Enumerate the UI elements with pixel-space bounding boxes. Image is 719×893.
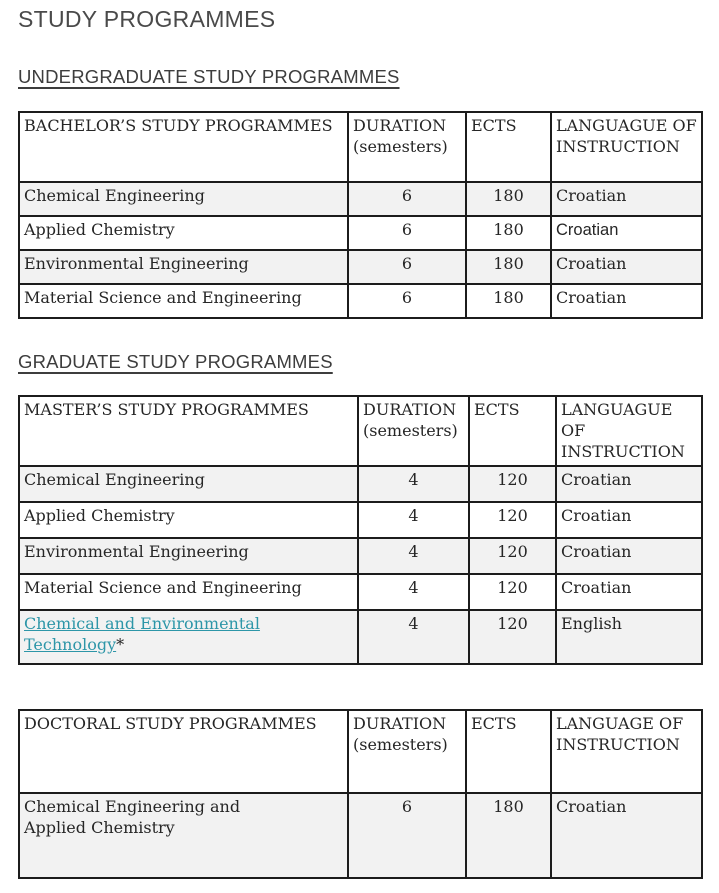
col-header-duration: DURATION (semesters) xyxy=(347,709,467,794)
table-row: Chemical Engineering and Applied Chemist… xyxy=(18,792,703,879)
cell-duration: 6 xyxy=(347,283,467,319)
cell-duration: 4 xyxy=(357,465,470,503)
cell-ects: 120 xyxy=(468,501,557,539)
table-row: Applied Chemistry 4 120 Croatian xyxy=(18,501,703,539)
table-header-row: MASTER’S STUDY PROGRAMMES DURATION (seme… xyxy=(18,395,703,467)
cell-language: Croatian xyxy=(550,181,703,217)
cell-duration: 6 xyxy=(347,249,467,285)
cell-ects: 180 xyxy=(465,792,552,879)
cell-programme: Material Science and Engineering xyxy=(18,573,359,611)
col-header-programmes: BACHELOR’S STUDY PROGRAMMES xyxy=(18,111,349,183)
col-header-duration: DURATION (semesters) xyxy=(357,395,470,467)
col-header-language: LANGUAGUE OF INSTRUCTION xyxy=(550,111,703,183)
table-row: Environmental Engineering 6 180 Croatian xyxy=(18,249,703,285)
col-header-ects: ECTS xyxy=(465,111,552,183)
cell-duration: 4 xyxy=(357,609,470,665)
table-row: Material Science and Engineering 6 180 C… xyxy=(18,283,703,319)
cell-duration: 4 xyxy=(357,501,470,539)
section-heading-graduate: GRADUATE STUDY PROGRAMMES xyxy=(18,351,333,372)
cell-ects: 120 xyxy=(468,465,557,503)
col-header-programmes: DOCTORAL STUDY PROGRAMMES xyxy=(18,709,349,794)
cell-ects: 120 xyxy=(468,573,557,611)
cell-programme: Applied Chemistry xyxy=(18,501,359,539)
cell-ects: 180 xyxy=(465,215,552,251)
table-row: Material Science and Engineering 4 120 C… xyxy=(18,573,703,611)
col-header-language: LANGUAGUE OF INSTRUCTION xyxy=(555,395,703,467)
cell-language: Croatian xyxy=(555,501,703,539)
cell-duration: 6 xyxy=(347,181,467,217)
table-row: Applied Chemistry 6 180 Croatian xyxy=(18,215,703,251)
col-header-ects: ECTS xyxy=(465,709,552,794)
col-header-ects: ECTS xyxy=(468,395,557,467)
cell-duration: 6 xyxy=(347,215,467,251)
table-header-row: BACHELOR’S STUDY PROGRAMMES DURATION (se… xyxy=(18,111,703,183)
doctoral-programmes-table: DOCTORAL STUDY PROGRAMMES DURATION (seme… xyxy=(18,709,703,879)
cell-programme: Applied Chemistry xyxy=(18,215,349,251)
link-asterisk: * xyxy=(116,634,125,654)
cell-duration: 4 xyxy=(357,573,470,611)
cell-programme: Chemical and Environmental Technology* xyxy=(18,609,359,665)
page-title: STUDY PROGRAMMES xyxy=(18,6,276,32)
cell-ects: 180 xyxy=(465,181,552,217)
col-header-programmes: MASTER’S STUDY PROGRAMMES xyxy=(18,395,359,467)
table-row: Environmental Engineering 4 120 Croatian xyxy=(18,537,703,575)
cell-language: Croatian xyxy=(555,465,703,503)
cell-ects: 180 xyxy=(465,283,552,319)
cell-programme: Chemical Engineering and Applied Chemist… xyxy=(18,792,349,879)
cell-programme: Environmental Engineering xyxy=(18,249,349,285)
cell-programme: Material Science and Engineering xyxy=(18,283,349,319)
master-programmes-table: MASTER’S STUDY PROGRAMMES DURATION (seme… xyxy=(18,395,703,665)
table-row: Chemical Engineering 4 120 Croatian xyxy=(18,465,703,503)
cell-language: Croatian xyxy=(550,249,703,285)
cell-ects: 120 xyxy=(468,537,557,575)
table-row: Chemical and Environmental Technology* 4… xyxy=(18,609,703,665)
chemical-environmental-technology-link[interactable]: Chemical and Environmental Technology xyxy=(24,614,260,654)
cell-language: Croatian xyxy=(550,792,703,879)
bachelor-programmes-table: BACHELOR’S STUDY PROGRAMMES DURATION (se… xyxy=(18,111,703,319)
cell-language: English xyxy=(555,609,703,665)
cell-programme: Chemical Engineering xyxy=(18,181,349,217)
cell-programme: Environmental Engineering xyxy=(18,537,359,575)
cell-ects: 120 xyxy=(468,609,557,665)
cell-ects: 180 xyxy=(465,249,552,285)
cell-language: Croatian xyxy=(550,215,703,251)
col-header-duration: DURATION (semesters) xyxy=(347,111,467,183)
table-row: Chemical Engineering 6 180 Croatian xyxy=(18,181,703,217)
cell-language: Croatian xyxy=(555,537,703,575)
cell-programme: Chemical Engineering xyxy=(18,465,359,503)
section-heading-undergraduate: UNDERGRADUATE STUDY PROGRAMMES xyxy=(18,66,400,87)
table-header-row: DOCTORAL STUDY PROGRAMMES DURATION (seme… xyxy=(18,709,703,794)
cell-language: Croatian xyxy=(555,573,703,611)
col-header-language: LANGUAGE OF INSTRUCTION xyxy=(550,709,703,794)
cell-duration: 4 xyxy=(357,537,470,575)
cell-language: Croatian xyxy=(550,283,703,319)
cell-duration: 6 xyxy=(347,792,467,879)
